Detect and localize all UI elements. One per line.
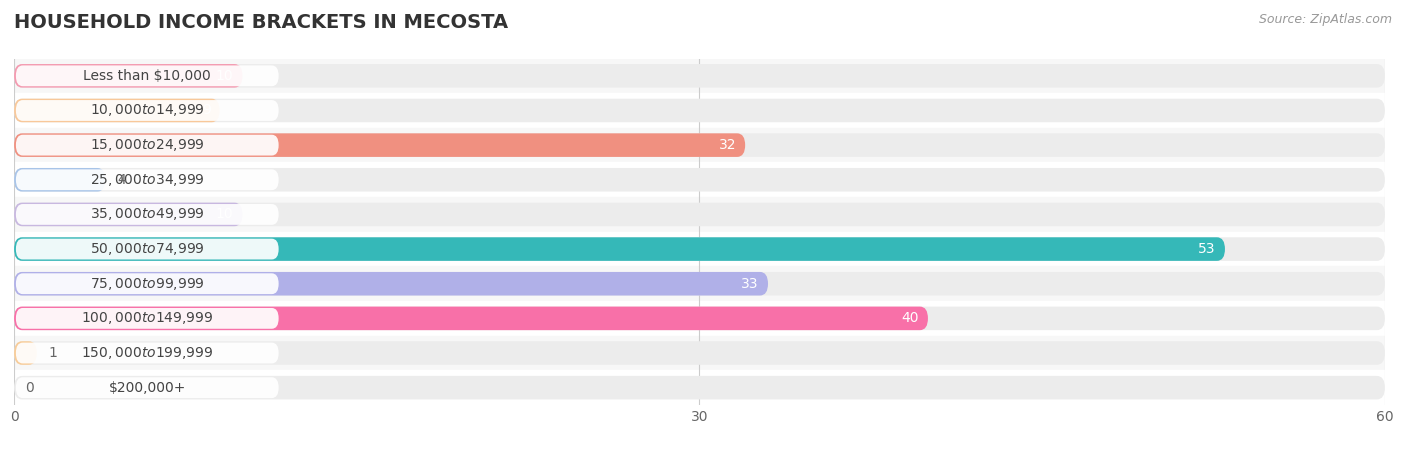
- FancyBboxPatch shape: [14, 237, 1225, 261]
- Text: $15,000 to $24,999: $15,000 to $24,999: [90, 137, 205, 153]
- Text: 1: 1: [48, 346, 58, 360]
- Text: 32: 32: [718, 138, 737, 152]
- Text: 4: 4: [117, 173, 125, 187]
- FancyBboxPatch shape: [14, 306, 1385, 330]
- FancyBboxPatch shape: [14, 64, 1385, 88]
- FancyBboxPatch shape: [15, 204, 278, 225]
- FancyBboxPatch shape: [14, 306, 928, 330]
- FancyBboxPatch shape: [14, 237, 1385, 261]
- FancyBboxPatch shape: [14, 133, 745, 157]
- FancyBboxPatch shape: [14, 272, 1385, 296]
- Bar: [14, 370, 1385, 405]
- Bar: [14, 266, 1385, 301]
- Text: 53: 53: [1198, 242, 1216, 256]
- FancyBboxPatch shape: [14, 64, 243, 88]
- Text: Less than $10,000: Less than $10,000: [83, 69, 211, 83]
- FancyBboxPatch shape: [15, 169, 278, 190]
- FancyBboxPatch shape: [14, 341, 1385, 365]
- FancyBboxPatch shape: [14, 202, 1385, 226]
- Text: $35,000 to $49,999: $35,000 to $49,999: [90, 207, 205, 222]
- Text: 40: 40: [901, 311, 920, 325]
- FancyBboxPatch shape: [14, 168, 105, 192]
- FancyBboxPatch shape: [15, 342, 278, 364]
- Text: $100,000 to $149,999: $100,000 to $149,999: [82, 310, 214, 326]
- Text: 33: 33: [741, 277, 759, 291]
- FancyBboxPatch shape: [14, 99, 1385, 122]
- FancyBboxPatch shape: [14, 202, 243, 226]
- FancyBboxPatch shape: [15, 100, 278, 121]
- Bar: [14, 58, 1385, 93]
- Bar: [14, 336, 1385, 370]
- FancyBboxPatch shape: [14, 341, 37, 365]
- FancyBboxPatch shape: [15, 273, 278, 294]
- Text: 0: 0: [25, 381, 34, 395]
- Text: $10,000 to $14,999: $10,000 to $14,999: [90, 103, 205, 118]
- Text: 10: 10: [215, 69, 233, 83]
- Bar: [14, 301, 1385, 336]
- FancyBboxPatch shape: [14, 168, 1385, 192]
- Text: $200,000+: $200,000+: [108, 381, 186, 395]
- Bar: [14, 197, 1385, 232]
- Bar: [14, 128, 1385, 162]
- Text: Source: ZipAtlas.com: Source: ZipAtlas.com: [1258, 14, 1392, 27]
- Text: HOUSEHOLD INCOME BRACKETS IN MECOSTA: HOUSEHOLD INCOME BRACKETS IN MECOSTA: [14, 14, 508, 32]
- FancyBboxPatch shape: [15, 308, 278, 329]
- Text: $50,000 to $74,999: $50,000 to $74,999: [90, 241, 205, 257]
- Text: 10: 10: [215, 207, 233, 221]
- FancyBboxPatch shape: [14, 99, 219, 122]
- FancyBboxPatch shape: [15, 377, 278, 398]
- Text: 9: 9: [201, 104, 211, 117]
- Bar: [14, 162, 1385, 197]
- FancyBboxPatch shape: [15, 238, 278, 260]
- Bar: [14, 93, 1385, 128]
- FancyBboxPatch shape: [15, 135, 278, 156]
- FancyBboxPatch shape: [14, 133, 1385, 157]
- Bar: [14, 232, 1385, 266]
- Text: $25,000 to $34,999: $25,000 to $34,999: [90, 172, 205, 188]
- FancyBboxPatch shape: [14, 376, 1385, 400]
- FancyBboxPatch shape: [15, 65, 278, 86]
- Text: $150,000 to $199,999: $150,000 to $199,999: [82, 345, 214, 361]
- FancyBboxPatch shape: [14, 272, 768, 296]
- Text: $75,000 to $99,999: $75,000 to $99,999: [90, 276, 205, 292]
